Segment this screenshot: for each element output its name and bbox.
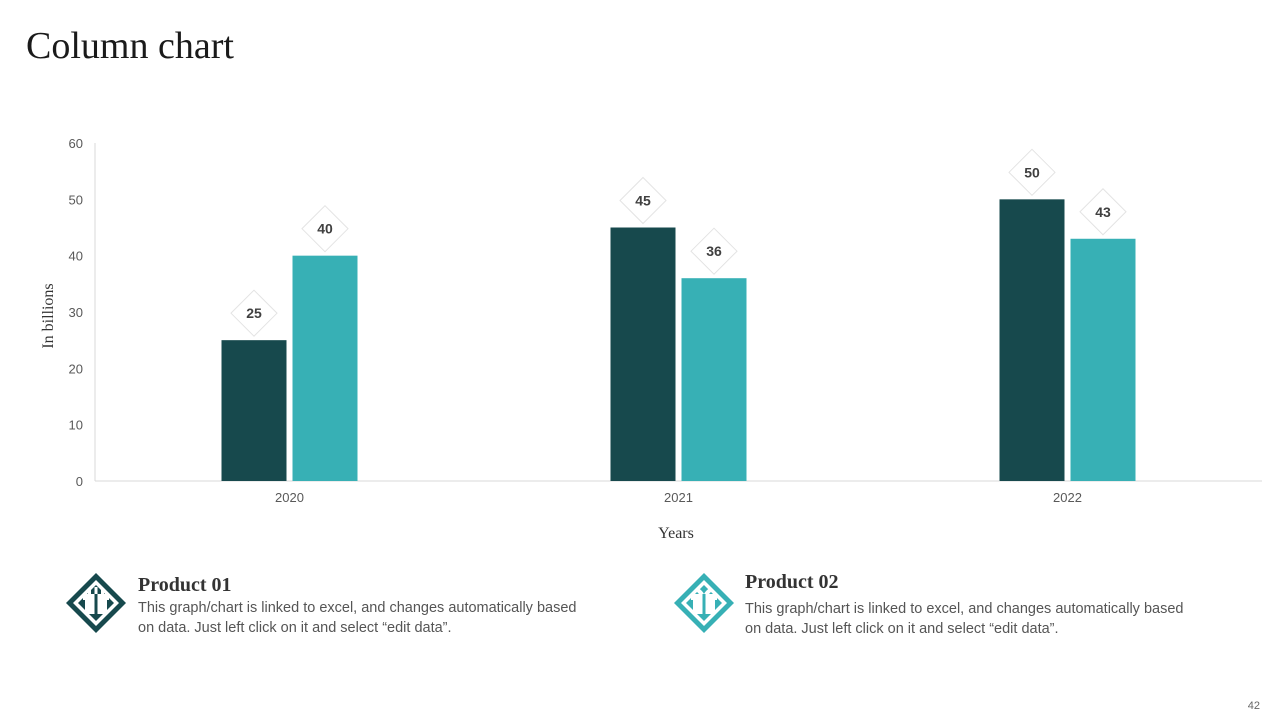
x-axis: 2020 2021 2022 [95,480,1262,505]
y-tick-label: 50 [69,192,83,207]
x-axis-title: Years [658,525,694,542]
y-tick-label: 30 [69,305,83,320]
legend-title: Product 01 [138,574,232,596]
bar [1070,238,1136,481]
bar [292,255,358,481]
gift-box-icon [674,573,734,633]
bar [681,278,747,481]
data-label-marker [690,227,738,275]
y-tick-label: 10 [69,418,83,433]
y-tick-label: 60 [69,136,83,151]
gift-box-icon [66,573,126,633]
bar [221,340,287,481]
x-tick-label: 2021 [664,490,693,505]
y-axis: 0 10 20 30 40 50 60 [69,136,96,489]
bar [999,199,1065,482]
data-label: 40 [317,221,333,237]
x-tick-label: 2022 [1053,490,1082,505]
legend-title: Product 02 [745,571,839,593]
data-label: 36 [706,243,722,259]
y-axis-title: In billions [40,283,57,348]
x-tick-label: 2020 [275,490,304,505]
bars [221,199,1136,482]
y-tick-label: 20 [69,361,83,376]
data-label-marker [301,204,349,253]
data-label-marker [230,289,278,337]
data-labels: 25 40 45 36 50 43 [230,148,1127,337]
legend-description: This graph/chart is linked to excel, and… [745,601,1184,637]
bar [610,227,676,481]
data-label: 45 [635,193,651,209]
y-tick-label: 40 [69,249,83,264]
data-label: 43 [1095,204,1111,220]
data-label-marker [1079,188,1127,236]
data-label-marker [619,176,667,225]
y-tick-label: 0 [76,474,83,489]
data-label: 50 [1024,164,1040,180]
legend-description: This graph/chart is linked to excel, and… [138,600,577,636]
data-label-marker [1008,148,1056,197]
slide-title: Column chart [26,25,234,67]
page-number: 42 [1247,700,1260,712]
data-label: 25 [246,305,262,321]
